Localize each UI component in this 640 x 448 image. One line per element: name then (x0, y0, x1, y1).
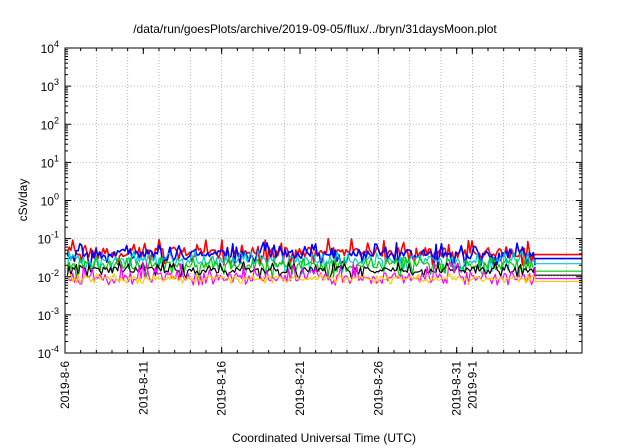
x-tick-label: 2019-8-16 (215, 361, 229, 416)
series-group (66, 237, 582, 286)
series-line-6 (66, 261, 582, 286)
y-tick-label: 102 (41, 115, 59, 132)
chart-title: /data/run/goesPlots/archive/2019-09-05/f… (133, 22, 497, 36)
y-tick-label: 104 (41, 39, 59, 56)
x-tick-label: 2019-8-21 (293, 361, 307, 416)
x-axis-label: Coordinated Universal Time (UTC) (232, 431, 416, 445)
x-tick-label: 2019-8-11 (136, 361, 150, 415)
y-tick-label: 10-4 (38, 344, 59, 361)
grid (65, 48, 582, 353)
ticks (64, 47, 582, 354)
x-tick-label: 2019-8-31 (450, 361, 464, 416)
y-tick-label: 101 (41, 153, 59, 170)
y-tick-label: 100 (41, 192, 59, 209)
series-line-3 (66, 250, 582, 275)
y-tick-label: 103 (41, 77, 59, 94)
y-tick-label: 10-3 (38, 306, 59, 323)
series-line-7 (66, 273, 582, 285)
y-tick-label: 10-2 (38, 268, 59, 285)
y-axis-label: cSv/day (16, 179, 30, 222)
tick-labels: 10-4 10-3 10-2 10-1 100 101 102 103 104 2019-8-6 2… (38, 39, 480, 416)
x-tick-label: 2019-9-1 (465, 361, 479, 409)
x-tick-label: 2019-8-6 (58, 361, 72, 409)
x-tick-label: 2019-8-26 (371, 361, 385, 416)
series-line-2 (66, 241, 582, 268)
series-line-4 (66, 255, 582, 279)
y-tick-label: 10-1 (38, 230, 59, 247)
